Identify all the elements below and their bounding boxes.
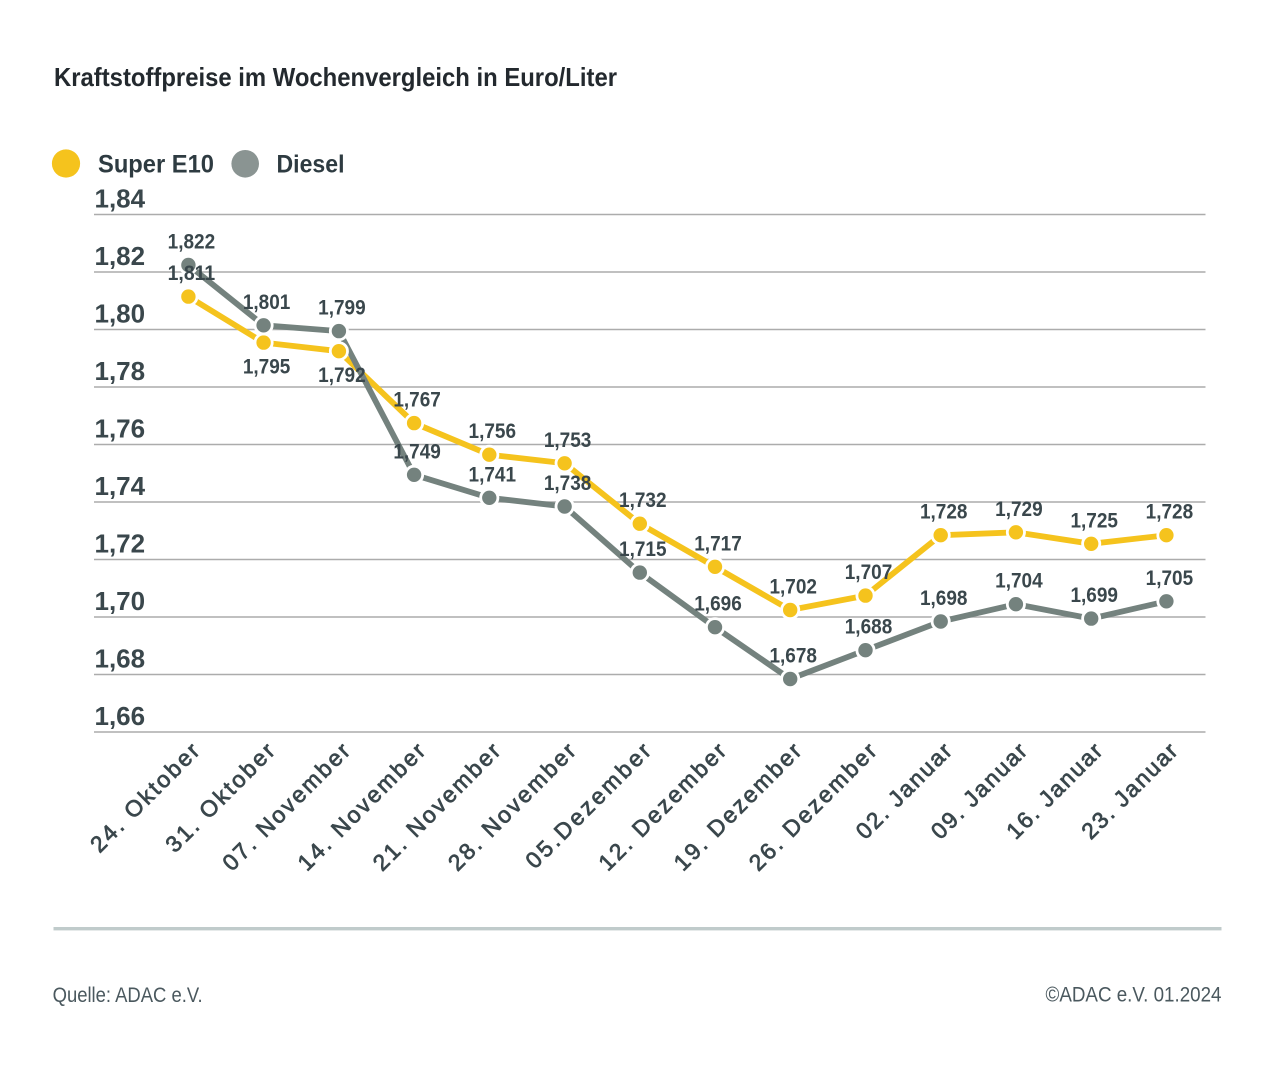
svg-text:1,688: 1,688	[845, 616, 893, 639]
svg-text:1,728: 1,728	[1146, 501, 1194, 524]
svg-text:1,753: 1,753	[544, 429, 592, 452]
svg-text:1,678: 1,678	[769, 645, 817, 668]
svg-text:1,717: 1,717	[694, 532, 742, 555]
svg-text:1,82: 1,82	[95, 241, 146, 271]
svg-text:1,78: 1,78	[95, 356, 146, 386]
svg-text:Quelle: ADAC e.V.: Quelle: ADAC e.V.	[53, 983, 203, 1007]
svg-text:1,795: 1,795	[243, 355, 291, 378]
svg-text:1,707: 1,707	[845, 561, 893, 584]
svg-text:1,70: 1,70	[95, 586, 146, 616]
svg-text:1,822: 1,822	[168, 231, 216, 254]
svg-text:1,801: 1,801	[243, 291, 291, 314]
svg-text:1,705: 1,705	[1146, 567, 1194, 590]
svg-text:1,704: 1,704	[995, 570, 1043, 593]
svg-text:1,756: 1,756	[469, 420, 517, 443]
svg-text:©ADAC e.V. 01.2024: ©ADAC e.V. 01.2024	[1046, 983, 1222, 1007]
svg-text:1,749: 1,749	[393, 440, 441, 463]
svg-text:1,74: 1,74	[95, 471, 146, 501]
svg-text:Kraftstoffpreise im Wochenverg: Kraftstoffpreise im Wochenvergleich in E…	[54, 62, 617, 92]
svg-text:1,66: 1,66	[95, 701, 146, 731]
svg-text:1,725: 1,725	[1070, 509, 1118, 532]
svg-text:1,767: 1,767	[393, 389, 441, 412]
svg-text:1,76: 1,76	[95, 414, 146, 444]
svg-text:1,715: 1,715	[619, 538, 667, 561]
svg-text:1,702: 1,702	[769, 576, 817, 599]
svg-text:1,696: 1,696	[694, 593, 742, 616]
svg-text:1,68: 1,68	[95, 644, 146, 674]
svg-text:1,811: 1,811	[168, 262, 216, 285]
svg-text:1,799: 1,799	[318, 297, 366, 320]
svg-text:1,72: 1,72	[95, 529, 146, 559]
svg-text:1,84: 1,84	[95, 184, 146, 214]
svg-text:1,729: 1,729	[995, 498, 1043, 521]
svg-text:1,732: 1,732	[619, 489, 667, 512]
svg-text:Diesel: Diesel	[277, 151, 345, 179]
svg-text:1,741: 1,741	[469, 463, 517, 486]
svg-text:Super E10: Super E10	[98, 151, 214, 179]
svg-text:1,728: 1,728	[920, 501, 968, 524]
svg-text:1,738: 1,738	[544, 472, 592, 495]
svg-text:1,698: 1,698	[920, 587, 968, 610]
svg-text:1,699: 1,699	[1070, 584, 1118, 607]
svg-text:1,792: 1,792	[318, 364, 366, 387]
svg-text:1,80: 1,80	[95, 299, 146, 329]
